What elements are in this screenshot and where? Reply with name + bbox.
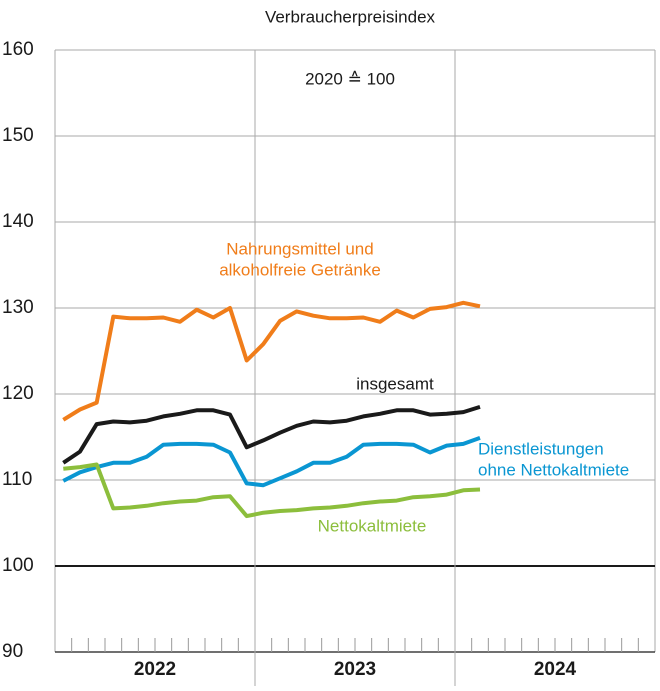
year-label: 2024 [534,659,577,680]
annotation: 2020 ≙ 100 [305,69,395,88]
series-label: Nahrungsmittel und [226,239,373,258]
series-label: insgesamt [356,374,434,393]
series-label: alkoholfreie Getränke [219,260,381,279]
chart-title: Verbraucherpreisindex [265,7,436,26]
y-tick-label: 100 [2,555,34,576]
series-line [62,404,481,465]
series-label: Dienstleistungen [478,439,604,458]
y-tick-label: 110 [2,469,32,490]
series-label: Nettokaltmiete [318,516,427,535]
series-line [63,462,481,519]
y-tick-label: 130 [2,297,34,318]
year-label: 2022 [134,659,176,680]
series-line [62,300,481,422]
y-tick-label: 90 [2,641,23,662]
y-tick-label: 120 [2,383,34,404]
series-line [62,436,481,488]
y-tick-label: 150 [2,125,34,146]
y-tick-label: 140 [2,211,34,232]
y-tick-label: 160 [2,39,34,60]
series-label: ohne Nettokaltmiete [478,460,629,479]
year-label: 2023 [334,659,376,680]
